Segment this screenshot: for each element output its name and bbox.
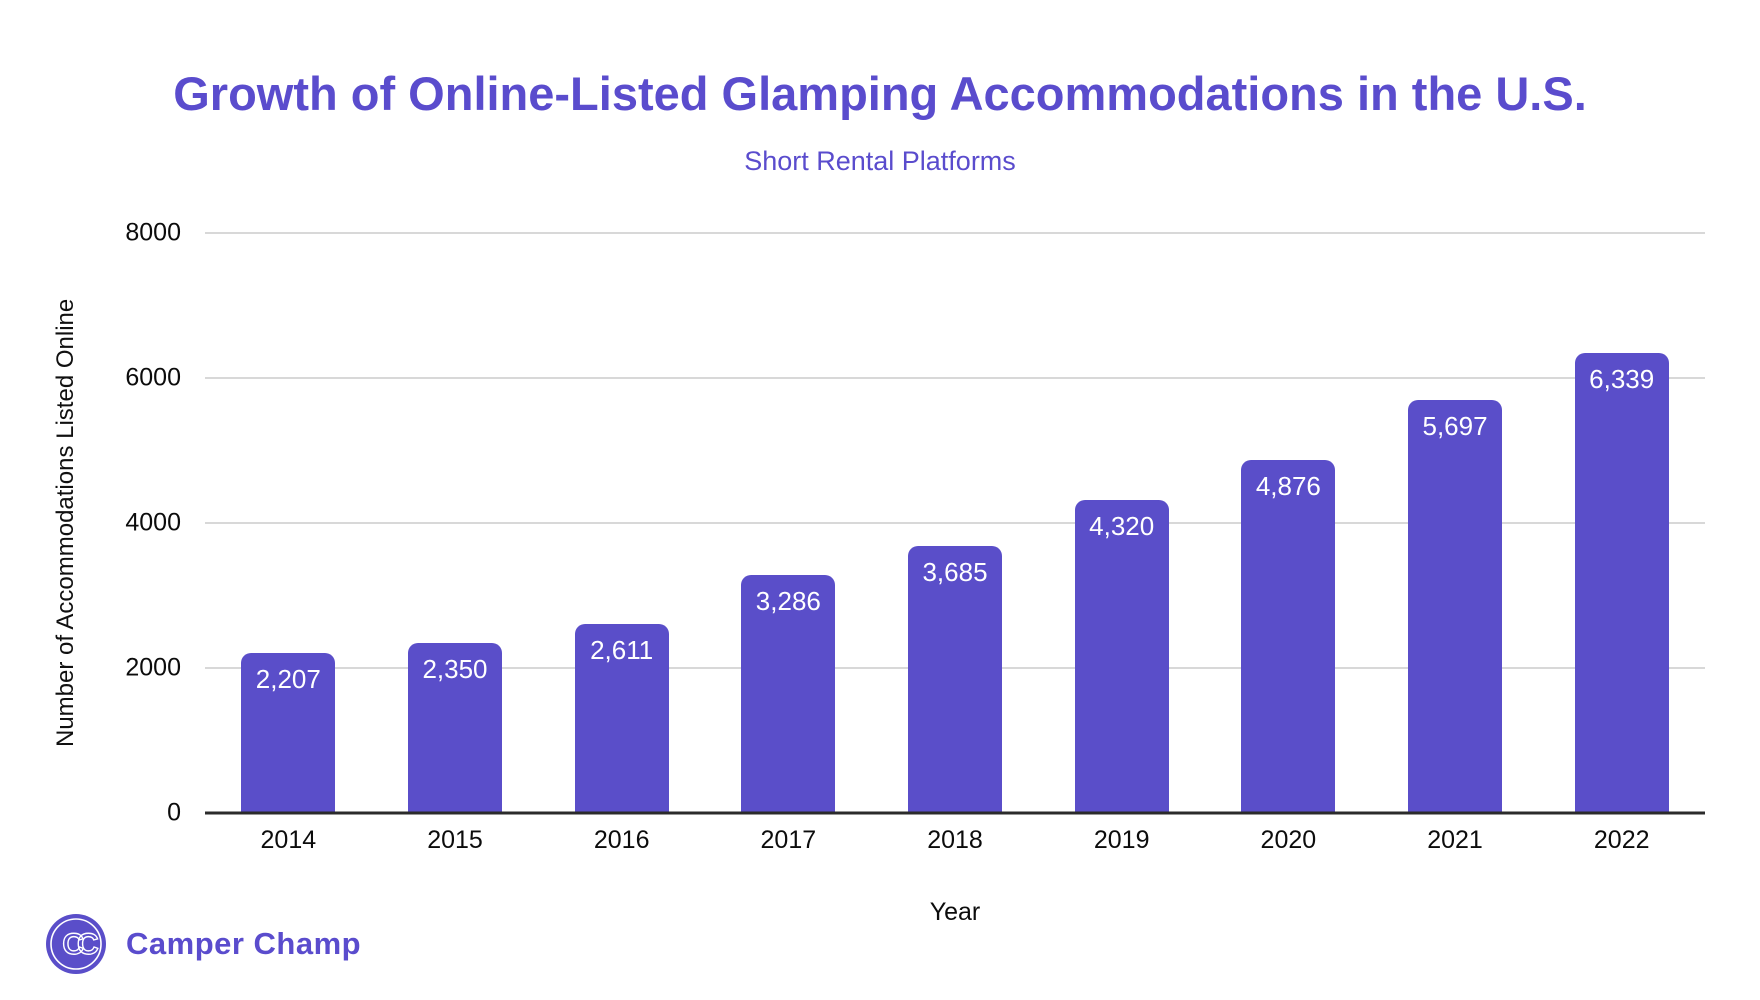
bar-value-label: 2,350 [422,653,488,684]
x-tick-label: 2015 [427,826,483,854]
bar-2015: 2,350 [408,642,502,813]
brand-logo-lockup: CC Camper Champ [46,914,361,974]
x-tick-label: 2021 [1427,826,1483,854]
bar-slot: 2,207 [205,233,372,813]
bar-2019: 4,320 [1074,499,1169,813]
bar-value-label: 4,320 [1089,510,1155,541]
bar-value-label: 3,685 [922,556,988,587]
x-axis-baseline [205,811,1705,815]
bars-row: 2,207 2,350 2,611 3,286 3,685 4,320 4,876 5,697… [205,233,1705,813]
camper-champ-logo-icon: CC [46,914,106,974]
bar-value-label: 6,339 [1589,364,1655,395]
bar-2017: 3,286 [741,574,836,813]
bar-slot: 6,339 [1538,233,1705,813]
x-tick-label: 2020 [1260,826,1317,854]
bar-slot: 3,685 [872,233,1039,813]
bar-slot: 5,697 [1372,233,1539,813]
y-tick-label: 4000 [125,508,181,537]
y-tick-label: 0 [167,798,181,827]
bar-slot: 4,876 [1205,233,1372,813]
bar-slot: 2,611 [538,233,705,813]
x-tick-label: 2018 [927,826,983,854]
bar-slot: 2,350 [372,233,539,813]
bar-2016: 2,611 [574,623,669,813]
bar-slot: 4,320 [1038,233,1205,813]
x-axis-tick-labels: 2014 2015 2016 2017 2018 2019 2020 2021 2022 [205,826,1705,855]
bar-2022: 6,339 [1574,353,1669,813]
x-tick-label: 2016 [593,826,650,854]
bar-value-label: 4,876 [1255,470,1321,501]
gridline [205,377,1705,379]
y-axis-title: Number of Accommodations Listed Online [52,298,79,748]
y-tick-label: 2000 [125,653,181,682]
x-tick-label: 2022 [1593,826,1650,854]
chart-title: Growth of Online-Listed Glamping Accommo… [173,67,1587,120]
bar-slot: 3,286 [705,233,872,813]
y-tick-label: 6000 [125,363,181,392]
bar-2014: 2,207 [241,653,336,813]
bar-value-label: 5,697 [1422,410,1488,441]
bar-value-label: 2,207 [255,664,321,694]
gridline [205,522,1705,524]
x-tick-label: 2014 [260,826,317,854]
x-axis-title: Year [929,898,981,926]
brand-name: Camper Champ [126,926,362,961]
bar-2021: 5,697 [1408,399,1503,813]
bar-value-label: 3,286 [755,585,821,616]
x-tick-label: 2019 [1093,826,1150,854]
x-tick-label: 2017 [760,826,817,854]
bar-2020: 4,876 [1241,459,1336,813]
bar-2018: 3,685 [908,545,1003,813]
chart-subtitle: Short Rental Platforms [744,146,1016,176]
plot-area: 0 2000 4000 6000 8000 2,207 2,350 2,611 3,286 3,… [125,220,1705,854]
bar-value-label: 2,611 [590,634,654,665]
y-tick-label: 8000 [125,218,181,247]
gridline [205,232,1705,234]
